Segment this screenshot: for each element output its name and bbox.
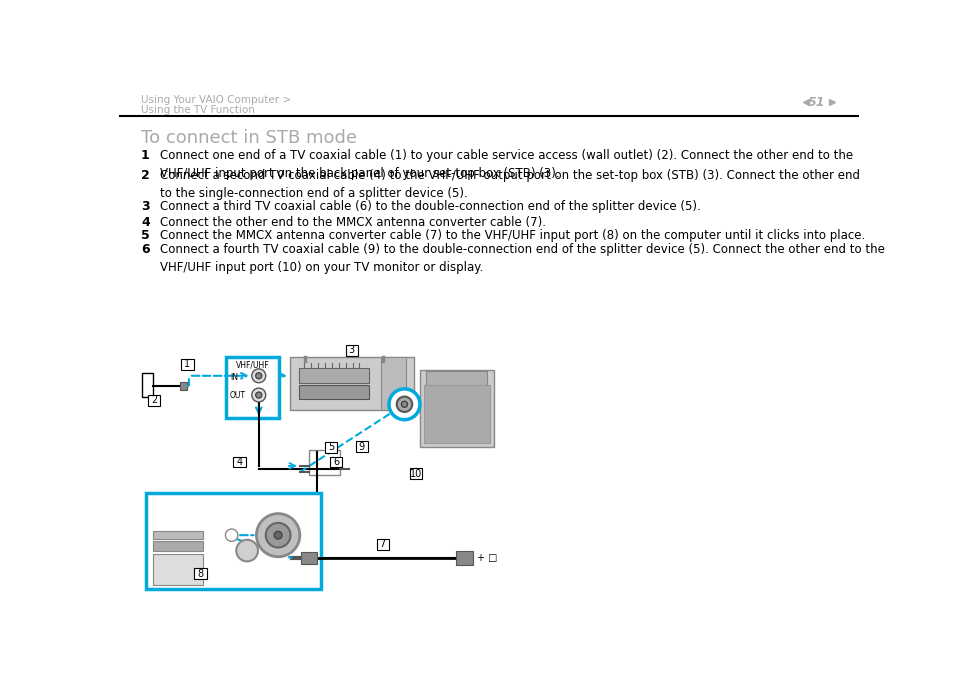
Text: 7: 7 [379,539,385,549]
Text: 5: 5 [141,229,150,243]
Circle shape [252,369,266,383]
Bar [324,442,336,453]
Text: 1: 1 [141,149,150,162]
Bar [301,552,316,564]
Text: 3: 3 [349,345,355,355]
Bar [355,441,368,452]
Bar [419,369,493,447]
Text: 4: 4 [236,457,242,467]
Bar [376,539,389,550]
Bar [298,368,369,384]
Circle shape [255,373,261,379]
Bar [423,385,489,443]
Bar [226,357,278,418]
Text: 2: 2 [141,169,150,183]
Text: 5: 5 [328,442,334,452]
Bar [146,493,320,589]
Bar [298,385,369,399]
Bar [152,531,203,539]
Circle shape [266,523,291,547]
Circle shape [389,389,419,420]
Text: Connect a fourth TV coaxial cable (9) to the double-connection end of the splitt: Connect a fourth TV coaxial cable (9) to… [159,243,883,274]
Circle shape [255,392,261,398]
Bar [181,359,193,369]
Circle shape [396,396,412,412]
Text: Using Your VAIO Computer >: Using Your VAIO Computer > [141,95,291,104]
Text: Connect a third TV coaxial cable (6) to the double-connection end of the splitte: Connect a third TV coaxial cable (6) to … [159,200,700,213]
Bar [179,382,187,390]
Text: 8: 8 [197,569,204,579]
Text: 51: 51 [807,96,824,109]
Circle shape [256,514,299,557]
Bar [290,357,414,410]
Bar [194,568,207,579]
Circle shape [236,540,257,561]
Bar [309,450,340,475]
Text: Using the TV Function: Using the TV Function [141,104,254,115]
Text: Connect one end of a TV coaxial cable (1) to your cable service access (wall out: Connect one end of a TV coaxial cable (1… [159,149,852,180]
Circle shape [401,401,407,407]
Text: 3: 3 [141,200,150,213]
Bar [381,357,406,410]
Bar [152,541,203,551]
Text: To connect in STB mode: To connect in STB mode [141,129,356,147]
Bar [410,468,422,479]
Text: VHF/UHF: VHF/UHF [235,361,269,369]
Bar [142,373,153,396]
Text: 1: 1 [184,359,191,369]
Text: 4: 4 [141,216,150,228]
Bar [152,555,203,585]
Circle shape [274,531,282,539]
Bar [233,457,245,468]
Text: 10: 10 [410,468,422,479]
Text: 6: 6 [141,243,150,255]
Text: IN: IN [230,373,238,382]
Text: OUT: OUT [230,391,246,400]
Text: 2: 2 [151,396,157,406]
Text: + □: + □ [476,553,497,563]
Text: 6: 6 [333,457,339,467]
Bar [330,457,342,468]
Text: 9: 9 [358,441,364,452]
Bar [426,371,487,441]
Bar [456,551,473,565]
Bar [148,395,160,406]
Circle shape [252,388,266,402]
Bar [345,345,357,356]
Circle shape [225,529,237,541]
Text: Connect the MMCX antenna converter cable (7) to the VHF/UHF input port (8) on th: Connect the MMCX antenna converter cable… [159,229,863,243]
Text: Connect a second TV coaxial cable (4) to the VHF/UHF output port on the set-top : Connect a second TV coaxial cable (4) to… [159,169,859,200]
Text: Connect the other end to the MMCX antenna converter cable (7).: Connect the other end to the MMCX antenn… [159,216,545,228]
